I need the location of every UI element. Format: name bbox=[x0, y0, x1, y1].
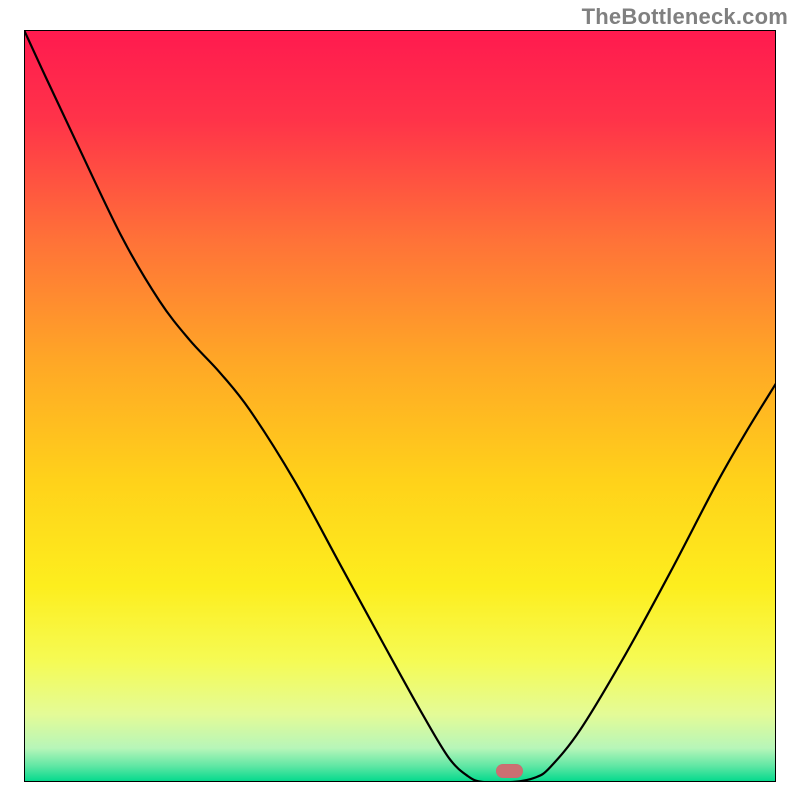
chart-svg bbox=[24, 30, 776, 782]
chart-plot-area bbox=[24, 30, 776, 782]
watermark-text: TheBottleneck.com bbox=[582, 4, 788, 30]
bottleneck-marker bbox=[496, 764, 523, 778]
